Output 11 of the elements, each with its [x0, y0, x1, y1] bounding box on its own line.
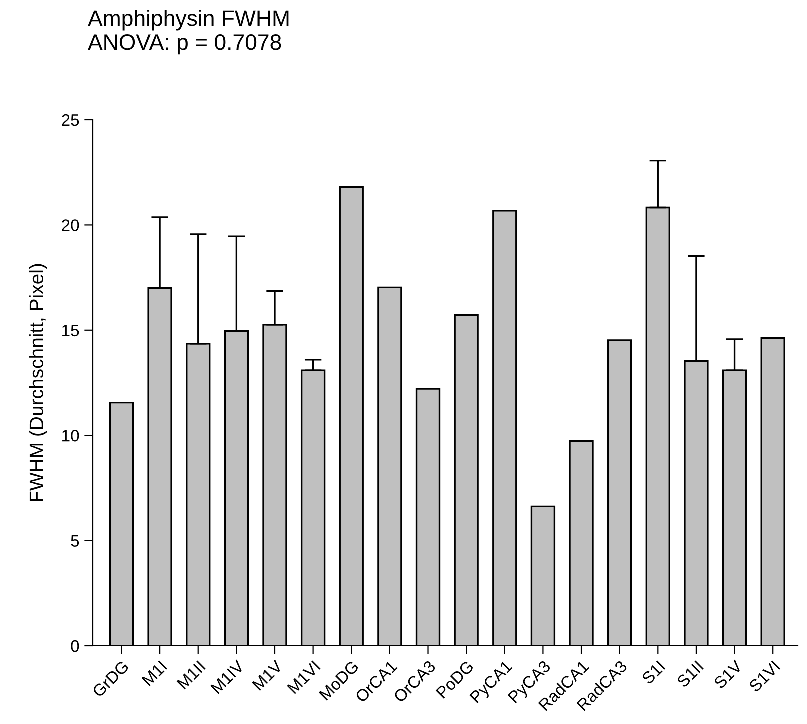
x-tick-label: M1I	[142, 660, 168, 686]
y-tick-label: 15	[62, 324, 80, 337]
chart-title: Amphiphysin FWHM ANOVA: p = 0.7078	[88, 10, 289, 55]
x-tick-label: S1II	[676, 660, 704, 688]
y-tick-label: 20	[62, 220, 80, 232]
y-tick-label: 25	[62, 114, 80, 126]
x-tick-label: S1I	[641, 660, 666, 686]
y-tick-label: 10	[62, 430, 80, 442]
y-tick-label: 0	[71, 640, 80, 652]
y-tick-label: 5	[71, 535, 80, 548]
y-axis-title: FWHM (Durchschnitt, Pixel)	[29, 264, 48, 502]
